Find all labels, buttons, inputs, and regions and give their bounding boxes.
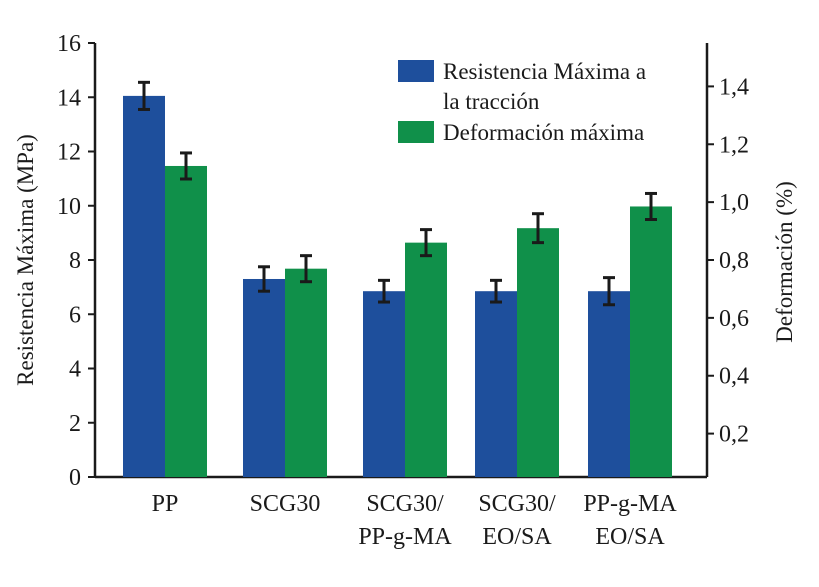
category-label: PP	[152, 491, 179, 517]
bar-resistencia-1	[243, 278, 285, 477]
left-tick-label: 0	[69, 465, 81, 491]
right-tick-label: 1,2	[719, 132, 749, 158]
category-label: EO/SA	[482, 524, 552, 550]
error-bars	[138, 80, 657, 307]
bar-deformacion-0	[165, 165, 207, 477]
left-tick-label: 12	[57, 140, 81, 166]
right-tick-label: 1,4	[719, 74, 749, 100]
error-bar	[532, 212, 544, 245]
left-tick-label: 14	[57, 85, 81, 111]
legend-label: Resistencia Máxima a	[443, 59, 646, 84]
legend-label: Deformación máxima	[443, 120, 644, 145]
left-tick-label: 4	[69, 357, 81, 383]
category-label: EO/SA	[595, 524, 665, 550]
category-labels: PP SCG30 SCG30/PP-g-MA SCG30/EO/SA PP-g-MA EO…	[152, 491, 678, 550]
category-label: SCG30/	[366, 491, 444, 517]
bar-deformacion-1	[285, 268, 327, 477]
bar-deformacion-4	[630, 206, 672, 477]
y-axis-right-title: Deformación (%)	[772, 181, 797, 343]
error-bar	[300, 254, 312, 284]
right-tick-label: 0,8	[719, 248, 749, 274]
left-tick-label: 8	[69, 248, 81, 274]
tick-labels: 0 2 4 6 8 10 12 14 16 0,2 0,4 0,6 0,8 1,0 1,2 1,4	[57, 31, 749, 491]
error-bar	[258, 265, 270, 293]
legend-label: la tracción	[443, 89, 540, 114]
category-label: SCG30	[250, 491, 321, 517]
bar-resistencia-3	[475, 291, 517, 477]
category-label: SCG30/	[478, 491, 556, 517]
right-tick-label: 1,0	[719, 190, 749, 216]
bar-resistencia-0	[123, 95, 165, 478]
bar-deformacion-2	[405, 242, 447, 477]
error-bar	[645, 191, 657, 221]
error-bar	[378, 278, 390, 304]
bar-resistencia-4	[588, 291, 630, 477]
category-label: PP-g-MA	[583, 491, 677, 517]
y-axis-title: Resistencia Máxima (MPa)	[13, 134, 38, 386]
left-tick-label: 6	[69, 302, 81, 328]
right-tick-label: 0,2	[719, 422, 749, 448]
left-tick-label: 2	[69, 411, 81, 437]
left-tick-label: 10	[57, 194, 81, 220]
bar-resistencia-2	[363, 291, 405, 477]
category-label: PP-g-MA	[358, 524, 452, 550]
error-bar	[420, 228, 432, 258]
legend-swatch-deformacion	[398, 121, 434, 143]
error-bar	[138, 80, 150, 111]
right-tick-label: 0,4	[719, 364, 749, 390]
bars	[123, 95, 672, 478]
legend-swatch-resistencia	[398, 60, 434, 82]
error-bar	[490, 278, 502, 304]
right-tick-label: 0,6	[719, 306, 749, 332]
error-bar	[180, 151, 192, 181]
legend: Resistencia Máxima a la tracción Deformaci…	[398, 59, 646, 145]
bar-deformacion-3	[517, 228, 559, 477]
axis-titles: Resistencia Máxima (MPa) Deformación (%)	[13, 134, 797, 386]
left-tick-label: 16	[57, 31, 81, 57]
error-bar	[603, 276, 615, 307]
